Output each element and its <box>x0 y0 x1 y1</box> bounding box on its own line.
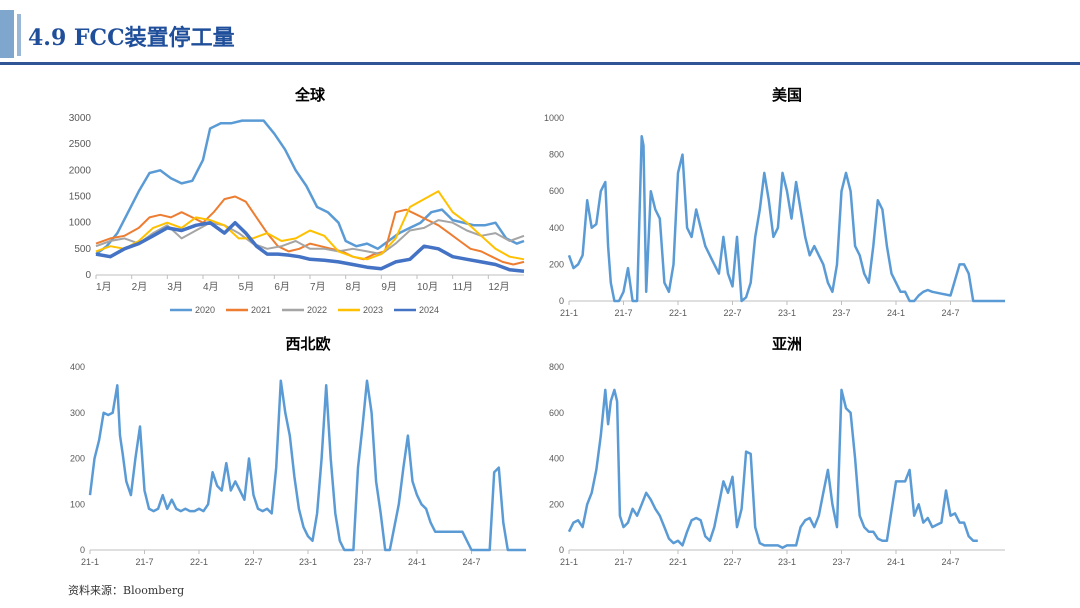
chart-title: 美国 <box>772 86 802 104</box>
x-tick-label: 9月 <box>381 281 397 293</box>
y-tick-label: 0 <box>559 296 564 306</box>
x-tick-label: 23-1 <box>299 557 317 567</box>
series-line-2024 <box>95 220 525 274</box>
y-tick-label: 100 <box>70 499 85 509</box>
y-tick-label: 3000 <box>69 113 92 124</box>
x-tick-label: 1月 <box>96 281 112 293</box>
x-tick-label: 21-1 <box>560 557 578 567</box>
x-tick-label: 22-7 <box>723 308 741 318</box>
x-tick-label: 21-1 <box>81 557 99 567</box>
y-tick-label: 0 <box>80 545 85 555</box>
x-tick-label: 21-7 <box>614 308 632 318</box>
y-tick-label: 0 <box>559 545 564 555</box>
y-tick-label: 500 <box>74 244 91 255</box>
y-tick-label: 200 <box>549 499 564 509</box>
y-tick-label: 600 <box>549 186 564 196</box>
y-tick-label: 0 <box>85 270 91 281</box>
series-line-us <box>567 135 1005 303</box>
x-tick-label: 23-7 <box>353 557 371 567</box>
x-tick-label: 24-1 <box>408 557 426 567</box>
header-divider <box>0 62 1080 65</box>
x-tick-label: 24-1 <box>887 557 905 567</box>
x-tick-label: 23-7 <box>832 557 850 567</box>
x-tick-label: 3月 <box>167 281 183 293</box>
x-tick-label: 5月 <box>239 281 255 293</box>
x-tick-label: 21-7 <box>614 557 632 567</box>
chart-us: 美国 0 200 400 600 800 1000 21-1 21-7 22-1 22-7 23-1 2… <box>544 86 1005 318</box>
legend-label: 2024 <box>419 305 439 315</box>
x-tick-label: 24-7 <box>941 308 959 318</box>
legend-label: 2023 <box>363 305 383 315</box>
x-tick-label: 23-1 <box>778 557 796 567</box>
series-line-nwe <box>88 379 526 552</box>
y-tick-label: 2000 <box>69 165 92 176</box>
series-line-2022 <box>95 219 525 256</box>
page-title: 4.9 FCC装置停工量 <box>28 25 235 51</box>
x-tick-label: 22-1 <box>190 557 208 567</box>
chart-title: 全球 <box>294 86 326 104</box>
chart-asia: 亚洲 0 200 400 600 800 21-1 21-7 22-1 22-7 23-1 23-7 2… <box>549 336 1005 567</box>
y-tick-label: 1000 <box>544 113 564 123</box>
x-tick-label: 4月 <box>203 281 219 293</box>
y-tick-label: 1000 <box>69 218 92 229</box>
x-tick-label: 6月 <box>274 281 290 293</box>
x-tick-label: 12月 <box>488 281 509 293</box>
y-tick-label: 2500 <box>69 139 92 150</box>
series-line-2021 <box>95 195 525 266</box>
x-tick-label: 7月 <box>310 281 326 293</box>
y-tick-label: 800 <box>549 150 564 160</box>
x-tick-label: 21-7 <box>135 557 153 567</box>
x-tick-label: 24-7 <box>941 557 959 567</box>
legend-label: 2022 <box>307 305 327 315</box>
x-tick-label: 23-7 <box>832 308 850 318</box>
header-accent-bar <box>0 10 14 58</box>
x-tick-label: 24-1 <box>887 308 905 318</box>
source-note: 资料来源：Bloomberg <box>68 584 185 597</box>
y-tick-label: 400 <box>549 223 564 233</box>
y-tick-label: 800 <box>549 362 564 372</box>
legend-label: 2021 <box>251 305 271 315</box>
y-tick-label: 200 <box>549 259 564 269</box>
x-tick-label: 10月 <box>417 281 438 293</box>
series-line-asia <box>567 388 978 549</box>
legend-label: 2020 <box>195 305 215 315</box>
series-line-2020 <box>95 119 525 256</box>
x-tick-label: 22-7 <box>244 557 262 567</box>
y-tick-label: 1500 <box>69 192 92 203</box>
x-tick-label: 23-1 <box>778 308 796 318</box>
x-tick-label: 11月 <box>453 281 473 293</box>
chart-title: 西北欧 <box>285 335 330 353</box>
x-tick-label: 22-1 <box>669 308 687 318</box>
x-tick-label: 22-1 <box>669 557 687 567</box>
y-tick-label: 400 <box>549 454 564 464</box>
y-tick-label: 300 <box>70 408 85 418</box>
x-tick-label: 22-7 <box>723 557 741 567</box>
y-tick-label: 400 <box>70 362 85 372</box>
y-tick-label: 200 <box>70 454 85 464</box>
x-tick-label: 24-7 <box>462 557 480 567</box>
y-tick-label: 600 <box>549 408 564 418</box>
chart-title: 亚洲 <box>772 336 802 353</box>
x-tick-label: 21-1 <box>560 308 578 318</box>
x-tick-label: 2月 <box>132 281 148 293</box>
chart-global: 全球 0 500 1000 1500 2000 2500 3000 1月 2月 3月 4月 5月 6月 7月… <box>69 86 525 315</box>
header-accent-stripe <box>17 14 21 56</box>
x-tick-label: 8月 <box>346 281 362 293</box>
series-line-2023 <box>95 190 525 261</box>
chart-nwe: 西北欧 0 100 200 300 400 21-1 21-7 22-1 22-7 23-1 23-7… <box>70 335 526 567</box>
